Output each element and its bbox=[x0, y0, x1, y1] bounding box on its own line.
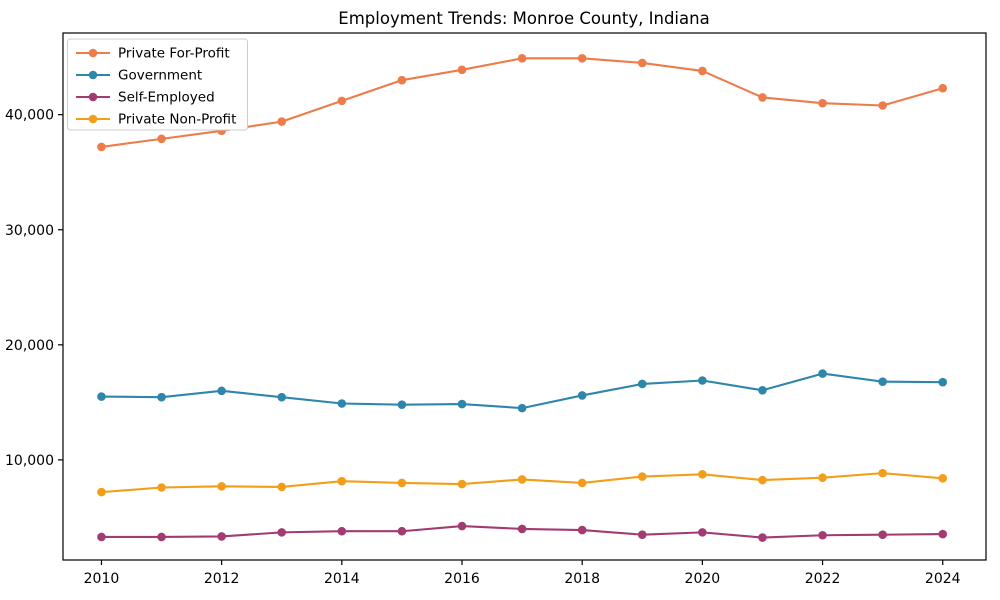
data-point-government bbox=[698, 376, 707, 385]
data-point-government bbox=[637, 379, 647, 389]
legend-label: Self-Employed bbox=[118, 90, 215, 106]
data-point-self-employed bbox=[157, 532, 166, 542]
data-point-private-for-profit bbox=[938, 83, 948, 93]
legend-label: Private For-Profit bbox=[118, 46, 230, 62]
data-point-self-employed bbox=[277, 528, 287, 537]
data-point-private-for-profit bbox=[758, 93, 767, 102]
data-point-private-for-profit bbox=[637, 58, 647, 68]
data-point-private-for-profit bbox=[577, 54, 587, 63]
data-point-government bbox=[517, 403, 527, 413]
data-point-government bbox=[878, 377, 887, 386]
data-point-private-non-profit bbox=[277, 482, 287, 492]
data-point-private-non-profit bbox=[517, 475, 527, 484]
data-point-private-non-profit bbox=[577, 478, 587, 488]
legend-marker-swatch bbox=[88, 114, 98, 124]
data-point-government bbox=[337, 399, 347, 408]
data-point-government bbox=[217, 386, 226, 396]
data-point-self-employed bbox=[577, 525, 587, 535]
legend-item-private-non-profit: Private Non-Profit bbox=[76, 112, 236, 128]
data-point-government bbox=[758, 385, 767, 395]
legend-label: Government bbox=[118, 68, 202, 84]
data-point-private-non-profit bbox=[337, 476, 347, 486]
y-tick-label: 30,000 bbox=[5, 223, 54, 239]
data-point-government bbox=[457, 399, 467, 409]
y-tick-label: 20,000 bbox=[5, 338, 54, 354]
data-point-private-for-profit bbox=[157, 134, 166, 144]
data-point-private-non-profit bbox=[97, 487, 106, 497]
data-point-government bbox=[157, 392, 166, 402]
data-point-government bbox=[397, 400, 407, 409]
y-tick-label: 10,000 bbox=[5, 453, 54, 469]
legend-box bbox=[67, 38, 248, 131]
data-point-self-employed bbox=[337, 526, 347, 536]
data-point-private-non-profit bbox=[758, 475, 767, 485]
data-point-private-for-profit bbox=[818, 98, 827, 108]
series-government bbox=[97, 369, 948, 413]
data-point-private-non-profit bbox=[217, 482, 226, 491]
data-point-government bbox=[938, 377, 948, 387]
data-point-private-non-profit bbox=[938, 474, 948, 483]
y-tick-label: 40,000 bbox=[5, 108, 54, 124]
data-point-self-employed bbox=[818, 530, 827, 540]
data-point-government bbox=[577, 391, 587, 400]
data-point-private-for-profit bbox=[337, 96, 347, 106]
data-point-government bbox=[818, 369, 827, 378]
data-point-private-non-profit bbox=[397, 478, 407, 488]
data-point-self-employed bbox=[938, 529, 948, 539]
data-point-self-employed bbox=[457, 521, 467, 531]
series-self-employed bbox=[97, 521, 948, 542]
data-point-government bbox=[97, 392, 106, 401]
legend-marker-swatch bbox=[88, 92, 98, 102]
x-tick-label: 2012 bbox=[204, 571, 240, 587]
data-point-private-non-profit bbox=[457, 479, 467, 489]
data-point-private-for-profit bbox=[397, 75, 407, 85]
x-tick-label: 2010 bbox=[84, 571, 120, 587]
series-line-government bbox=[101, 372, 943, 410]
data-point-self-employed bbox=[878, 530, 887, 539]
data-point-private-for-profit bbox=[698, 66, 707, 76]
chart-title: Employment Trends: Monroe County, Indian… bbox=[338, 9, 709, 28]
legend-marker-swatch bbox=[88, 48, 98, 58]
x-tick-label: 2020 bbox=[685, 571, 721, 587]
data-point-private-for-profit bbox=[97, 142, 106, 152]
data-point-self-employed bbox=[97, 532, 106, 542]
x-tick-label: 2018 bbox=[564, 571, 600, 587]
legend-label: Private Non-Profit bbox=[118, 112, 236, 128]
series-private-non-profit bbox=[97, 468, 948, 497]
data-point-self-employed bbox=[698, 528, 707, 537]
data-point-private-for-profit bbox=[878, 101, 887, 110]
legend-item-self-employed: Self-Employed bbox=[76, 90, 215, 106]
data-point-private-non-profit bbox=[698, 469, 707, 479]
legend-item-private-for-profit: Private For-Profit bbox=[76, 46, 230, 62]
data-point-private-non-profit bbox=[157, 483, 166, 492]
legend-marker-swatch bbox=[88, 70, 98, 80]
x-tick-label: 2022 bbox=[805, 571, 841, 587]
data-point-government bbox=[277, 392, 287, 402]
data-point-private-non-profit bbox=[878, 468, 887, 478]
x-tick-label: 2024 bbox=[925, 571, 961, 587]
data-point-self-employed bbox=[217, 532, 226, 541]
data-point-self-employed bbox=[758, 533, 767, 542]
data-point-self-employed bbox=[397, 526, 407, 536]
data-point-private-for-profit bbox=[277, 117, 287, 126]
chart-legend: Private For-Profit Government Self-Employe… bbox=[67, 38, 248, 131]
data-point-private-for-profit bbox=[517, 54, 527, 63]
data-point-private-non-profit bbox=[818, 473, 827, 483]
data-point-self-employed bbox=[517, 524, 527, 534]
data-point-self-employed bbox=[637, 530, 647, 539]
data-point-private-non-profit bbox=[637, 472, 647, 481]
x-tick-label: 2014 bbox=[324, 571, 360, 587]
legend-item-government: Government bbox=[76, 68, 202, 84]
x-tick-label: 2016 bbox=[444, 571, 480, 587]
data-point-private-for-profit bbox=[457, 65, 467, 75]
plot-border bbox=[62, 32, 987, 561]
